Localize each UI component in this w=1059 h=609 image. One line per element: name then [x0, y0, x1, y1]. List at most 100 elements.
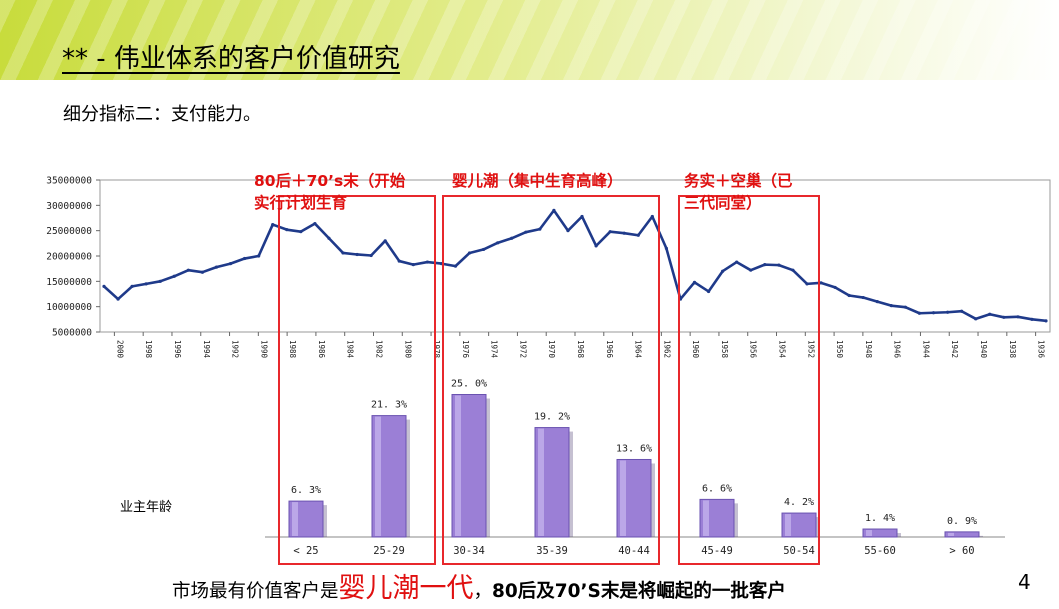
- x-tick-label: 1952: [806, 340, 815, 358]
- line-point: [777, 263, 781, 267]
- line-point: [341, 251, 345, 255]
- bar-category-label: 55-60: [864, 545, 896, 557]
- line-point: [594, 244, 598, 248]
- bar-data-label: 4. 2%: [784, 497, 814, 508]
- line-point: [482, 247, 486, 252]
- line-point: [355, 252, 359, 257]
- line-point: [875, 300, 879, 304]
- x-tick-label: 1944: [921, 340, 930, 359]
- bar-data-label: 21. 3%: [371, 400, 407, 411]
- page-number: 4: [1018, 570, 1031, 594]
- x-tick-label: 1958: [720, 340, 729, 359]
- bar-highlight: [538, 428, 544, 536]
- bar-highlight: [620, 460, 626, 536]
- line-point: [186, 268, 190, 272]
- header-band: [0, 0, 1059, 80]
- line-point: [257, 254, 261, 258]
- bar-category-label: > 60: [949, 545, 974, 557]
- x-tick-label: 1954: [778, 340, 787, 359]
- annotation-80s-line2: 实行计划生育: [254, 194, 348, 212]
- bar-highlight: [866, 530, 872, 536]
- line-point: [931, 311, 936, 315]
- line-point: [510, 236, 514, 240]
- x-tick-label: 1984: [346, 340, 355, 359]
- line-point: [903, 305, 908, 309]
- y-tick-label: 5000000: [52, 328, 92, 339]
- x-tick-label: 1946: [893, 340, 902, 359]
- generation-box-emptynest: [678, 195, 820, 565]
- line-point: [636, 233, 640, 237]
- line-point: [1030, 317, 1034, 321]
- line-point: [116, 297, 120, 301]
- bar-highlight: [785, 514, 791, 536]
- line-point: [960, 309, 964, 313]
- bar-category-label: 45-49: [701, 545, 733, 557]
- x-tick-label: 1992: [231, 340, 240, 358]
- bar-data-label: 6. 6%: [702, 483, 732, 494]
- line-point: [172, 274, 176, 278]
- line-point: [383, 239, 387, 243]
- bar-data-label: 25. 0%: [451, 379, 487, 390]
- line-point: [411, 263, 415, 267]
- conclusion-highlight: 婴儿潮一代: [338, 573, 474, 604]
- x-tick-label: 1942: [950, 340, 959, 358]
- line-point: [538, 227, 542, 231]
- line-point: [1002, 315, 1006, 319]
- annotation-babyboom: 婴儿潮（集中生育高峰）: [452, 170, 623, 192]
- line-point: [496, 241, 500, 245]
- y-tick-label: 30000000: [46, 201, 92, 212]
- x-tick-label: 1948: [864, 340, 873, 359]
- x-tick-label: 1994: [202, 340, 211, 359]
- x-tick-label: 1986: [317, 340, 326, 359]
- line-point: [608, 230, 612, 234]
- annotation-emptynest: 务实＋空巢（已 三代同堂）: [684, 170, 793, 214]
- x-tick-label: 1982: [374, 340, 383, 358]
- conclusion-part1: 市场最有价值客户是: [172, 581, 339, 602]
- line-point: [735, 260, 739, 264]
- bar-category-label: 25-29: [373, 545, 405, 557]
- line-point: [397, 259, 401, 263]
- x-tick-label: 1960: [691, 340, 700, 359]
- line-point: [664, 246, 668, 250]
- line-series: [103, 209, 1047, 323]
- bar-category-label: 35-39: [536, 545, 568, 557]
- line-point: [706, 289, 711, 294]
- line-point: [749, 268, 753, 272]
- conclusion-text: 市场最有价值客户是婴儿潮一代，80后及70’S末是将崛起的一批客户: [172, 566, 786, 605]
- line-point: [369, 253, 373, 258]
- line-point: [650, 214, 654, 219]
- bar-data-label: 6. 3%: [291, 485, 321, 496]
- slide-title: ** - 伟业体系的客户价值研究: [62, 44, 400, 74]
- line-point: [692, 280, 697, 284]
- bar: [862, 528, 898, 538]
- x-tick-label: 1938: [1008, 340, 1017, 359]
- line-point: [453, 264, 458, 268]
- bar-data-label: 1. 4%: [865, 513, 895, 524]
- line-point: [917, 311, 922, 315]
- bar-data-label: 13. 6%: [616, 443, 652, 454]
- annotation-80s-line1: 80后＋70’s末（开始: [254, 172, 406, 190]
- line-point: [214, 265, 219, 269]
- x-tick-label: 1964: [634, 340, 643, 359]
- line-point: [524, 230, 528, 234]
- annotation-emptynest-line1: 务实＋空巢（已: [684, 172, 793, 190]
- header-decoration: [0, 0, 1059, 80]
- x-tick-label: 1988: [288, 340, 297, 359]
- line-point: [200, 270, 205, 274]
- x-tick-label: 1966: [605, 340, 614, 359]
- line-point: [425, 260, 429, 264]
- x-tick-label: 1940: [979, 340, 988, 359]
- conclusion-part3: 80后及70’S末是将崛起的一批客户: [492, 581, 786, 602]
- x-tick-label: 1980: [403, 340, 412, 359]
- line-point: [945, 310, 950, 314]
- line-point: [847, 293, 851, 298]
- bar-category-label: 40-44: [618, 545, 650, 557]
- x-tick-label: 1936: [1037, 340, 1046, 359]
- x-tick-label: 1978: [432, 340, 441, 359]
- bar: [944, 531, 980, 538]
- line-point: [763, 263, 767, 267]
- y-tick-label: 25000000: [46, 226, 92, 237]
- x-tick-label: 1974: [490, 340, 499, 359]
- y-tick-label: 35000000: [46, 176, 92, 187]
